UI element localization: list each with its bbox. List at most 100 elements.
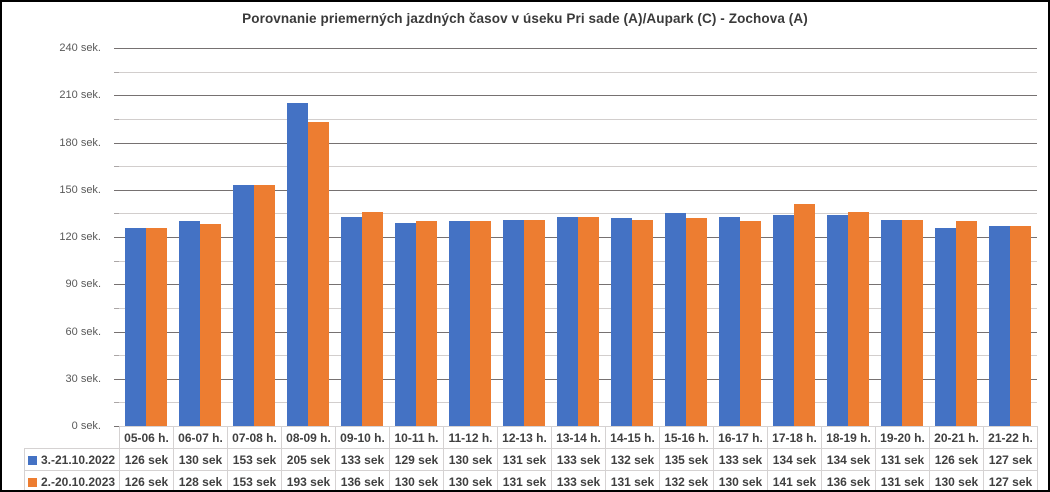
category-header-cell: 21-22 h. — [983, 426, 1038, 449]
bar — [233, 185, 254, 426]
value-cell: 130 sek — [713, 470, 768, 490]
bar — [902, 220, 923, 426]
y-axis-tick — [114, 402, 119, 404]
y-axis-tick — [114, 213, 119, 215]
value-cell: 134 sek — [821, 448, 876, 471]
bar — [470, 221, 491, 426]
bar — [881, 220, 902, 426]
bar — [719, 217, 740, 426]
category-header-cell: 05-06 h. — [119, 426, 174, 449]
category-header-cell: 14-15 h. — [605, 426, 660, 449]
y-axis-tick-label: 180 sek. — [59, 136, 101, 149]
value-cell: 126 sek — [929, 448, 984, 471]
value-cell: 131 sek — [875, 470, 930, 490]
bar — [848, 212, 869, 426]
bar — [1010, 226, 1031, 426]
bar — [395, 223, 416, 426]
value-cell: 131 sek — [497, 448, 552, 471]
value-cell: 130 sek — [389, 470, 444, 490]
legend-label: 2.-20.10.2023 — [41, 474, 116, 489]
legend-label: 3.-21.10.2022 — [41, 452, 116, 467]
value-cell: 127 sek — [983, 470, 1038, 490]
chart-title: Porovnanie priemerných jazdných časov v … — [242, 11, 808, 26]
category-header-cell: 12-13 h. — [497, 426, 552, 449]
category-header-cell: 06-07 h. — [173, 426, 228, 449]
major-gridline — [119, 95, 1037, 97]
value-cell: 136 sek — [335, 470, 390, 490]
y-axis-tick-label: 120 sek. — [59, 231, 101, 243]
y-axis-tick — [114, 331, 119, 333]
category-header-cell: 19-20 h. — [875, 426, 930, 449]
category-header-cell: 07-08 h. — [227, 426, 282, 449]
value-cell: 128 sek — [173, 470, 228, 490]
major-gridline — [119, 48, 1037, 49]
bar — [632, 220, 653, 426]
value-cell: 205 sek — [281, 448, 336, 471]
bar — [362, 212, 383, 426]
value-cell: 133 sek — [335, 448, 390, 471]
y-axis-tick — [114, 71, 119, 73]
value-cell: 131 sek — [875, 448, 930, 471]
bar — [578, 217, 599, 426]
bar — [287, 103, 308, 426]
bar — [449, 221, 470, 426]
value-cell: 136 sek — [821, 470, 876, 490]
value-cell: 141 sek — [767, 470, 822, 490]
minor-gridline — [119, 213, 1037, 215]
value-cell: 130 sek — [929, 470, 984, 490]
value-cell: 126 sek — [119, 448, 174, 471]
category-header-cell: 20-21 h. — [929, 426, 984, 449]
minor-gridline — [119, 166, 1037, 168]
legend-swatch-icon — [28, 455, 37, 465]
legend-swatch-icon — [28, 477, 37, 487]
table-row: 3.-21.10.2022 126 sek 130 sek 153 sek 205 se… — [24, 448, 1038, 471]
value-cell: 130 sek — [443, 448, 498, 471]
y-axis-tick-label: 90 sek. — [65, 278, 101, 291]
value-cell: 132 sek — [605, 448, 660, 471]
value-cell: 131 sek — [497, 470, 552, 490]
value-cell: 130 sek — [173, 448, 228, 471]
bar — [416, 221, 437, 426]
bar — [740, 221, 761, 426]
y-axis-tick-label: 210 sek. — [59, 89, 101, 102]
value-cell: 193 sek — [281, 470, 336, 490]
y-axis-tick-label: 60 sek. — [65, 325, 101, 338]
value-cell: 133 sek — [551, 470, 606, 490]
y-axis-tick — [114, 237, 119, 238]
y-axis-tick — [114, 284, 119, 286]
table-header-row: 05-06 h. 06-07 h. 07-08 h. 08-09 h. 09-10 h.… — [24, 426, 1038, 449]
category-header-cell: 09-10 h. — [335, 426, 390, 449]
plot-area — [114, 48, 1037, 427]
bar — [989, 226, 1010, 426]
data-table: 05-06 h. 06-07 h. 07-08 h. 08-09 h. 09-10 h.… — [24, 426, 1038, 490]
y-axis-tick — [114, 118, 119, 120]
value-cell: 127 sek — [983, 448, 1038, 471]
bar — [503, 220, 524, 426]
bar — [341, 217, 362, 426]
y-axis-labels: 0 sek. 30 sek. 60 sek. 90 sek. 120 sek. 150 s… — [2, 42, 110, 432]
y-axis-tick — [114, 260, 119, 262]
bar — [524, 220, 545, 426]
y-axis-tick-label: 150 sek. — [59, 183, 101, 196]
value-cell: 153 sek — [227, 470, 282, 490]
bar — [254, 185, 275, 426]
bar — [956, 221, 977, 426]
major-gridline — [119, 142, 1037, 144]
value-cell: 133 sek — [713, 448, 768, 471]
bar — [557, 217, 578, 426]
legend-cell: 2.-20.10.2023 — [24, 470, 120, 490]
y-axis-tick — [114, 189, 119, 191]
bar — [200, 224, 221, 426]
bar — [935, 228, 956, 426]
value-cell: 126 sek — [119, 470, 174, 490]
category-header-cell: 11-12 h. — [443, 426, 498, 449]
legend-cell: 3.-21.10.2022 — [24, 448, 120, 471]
bar — [146, 228, 167, 426]
y-axis-tick — [114, 307, 119, 309]
y-axis-tick — [114, 95, 119, 97]
y-axis-tick — [114, 142, 119, 144]
category-header-cell: 10-11 h. — [389, 426, 444, 449]
category-header-cell: 17-18 h. — [767, 426, 822, 449]
value-cell: 135 sek — [659, 448, 714, 471]
